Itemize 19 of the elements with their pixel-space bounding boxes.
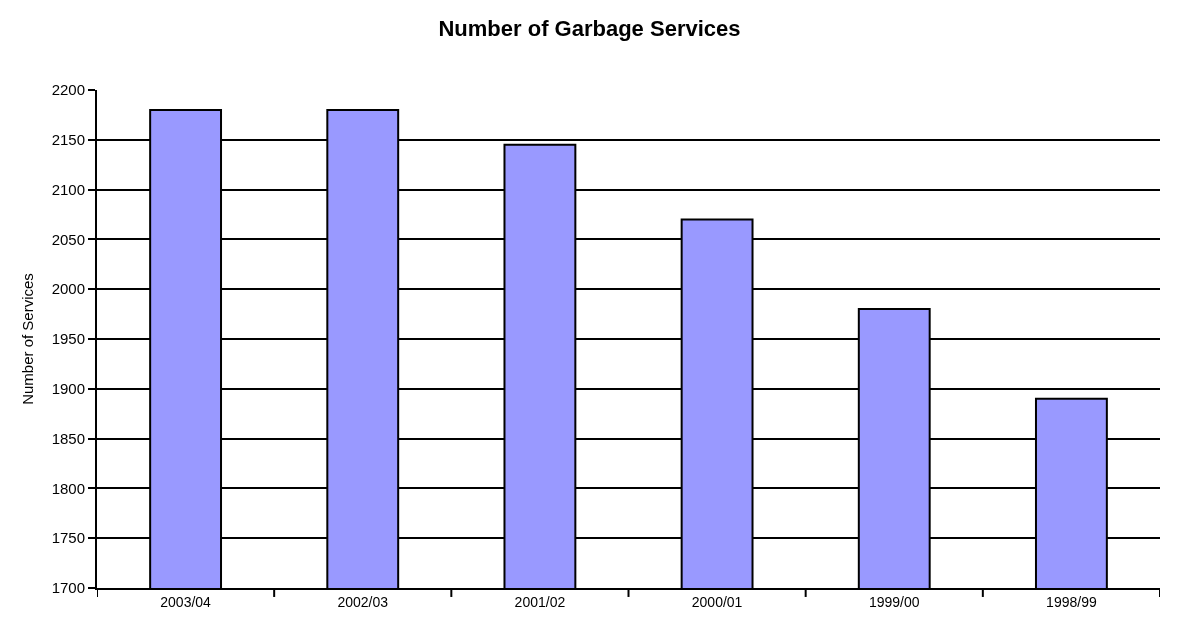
y-tick-label: 1700: [51, 579, 85, 597]
x-tick-label: 2003/04: [160, 593, 212, 610]
x-tick-label: 1999/00: [868, 593, 920, 610]
y-tick-label: 1750: [51, 529, 85, 547]
y-tick-label: 1850: [51, 429, 85, 447]
y-axis-title: Number of Services: [19, 273, 37, 405]
y-tick-label: 2050: [51, 230, 85, 248]
y-tick-label: 1800: [51, 479, 85, 497]
x-tick-label: 2000/01: [691, 593, 743, 610]
y-tick-label: 2100: [51, 180, 85, 198]
chart-title: Number of Garbage Services: [438, 15, 741, 41]
x-tick-label: 2002/03: [337, 593, 389, 610]
y-tick-label: 2200: [51, 81, 85, 99]
y-tick-label: 2000: [51, 280, 85, 298]
y-tick-label: 1950: [51, 330, 85, 348]
x-tick-label: 1998/99: [1046, 593, 1097, 610]
x-tick-label: 2001/02: [514, 593, 566, 610]
y-tick-label: 2150: [51, 131, 85, 149]
y-tick-label: 1900: [51, 380, 85, 398]
